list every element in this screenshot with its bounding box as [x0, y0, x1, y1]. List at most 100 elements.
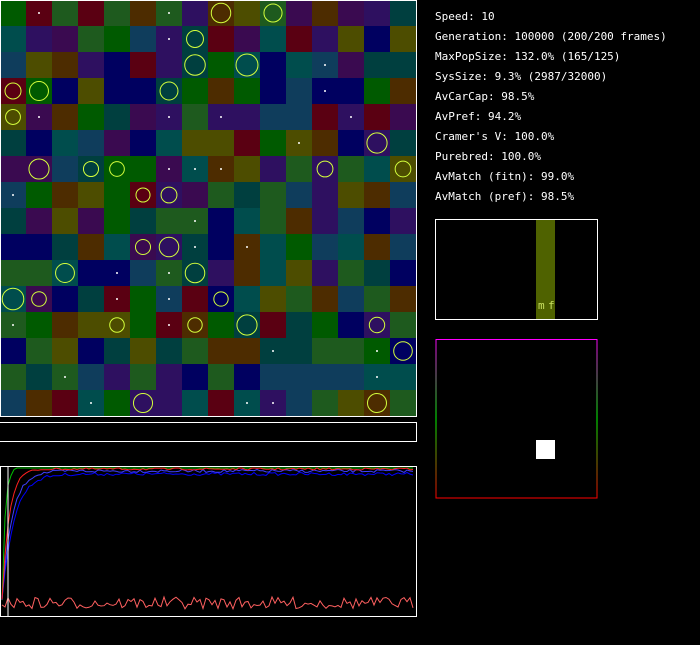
cell [130, 0, 156, 26]
agent [210, 2, 232, 24]
cell [26, 130, 52, 156]
cell [286, 78, 312, 104]
cell [338, 52, 364, 78]
stat-line: Cramer's V: 100.0% [435, 130, 555, 143]
cell [130, 312, 156, 338]
cell [130, 104, 156, 130]
cell [52, 26, 78, 52]
cell [0, 156, 26, 182]
cell [364, 312, 390, 338]
cell [338, 208, 364, 234]
agent-dot [220, 116, 222, 118]
cell [78, 130, 104, 156]
cell [0, 104, 26, 130]
agent [393, 341, 413, 361]
agent [236, 314, 258, 336]
agent [263, 3, 283, 23]
agent [5, 109, 21, 125]
cell [390, 364, 416, 390]
agent [29, 81, 49, 101]
cell [338, 312, 364, 338]
cell [390, 0, 416, 26]
agent [158, 236, 180, 258]
cell [78, 78, 104, 104]
cell [390, 260, 416, 286]
agent [159, 81, 179, 101]
agent-dot [116, 298, 118, 300]
cell [260, 312, 286, 338]
plot-line [1, 467, 414, 600]
cell [26, 208, 52, 234]
cell [364, 78, 390, 104]
cell [208, 182, 234, 208]
stat-line: SysSize: 9.3% (2987/32000) [435, 70, 607, 83]
cell [182, 52, 208, 78]
cell [234, 182, 260, 208]
cell [156, 208, 182, 234]
agent [394, 160, 412, 178]
agent-dot [324, 64, 326, 66]
cell [286, 234, 312, 260]
cell [104, 104, 130, 130]
stat-line: Speed: 10 [435, 10, 495, 23]
histogram-bar [536, 220, 555, 319]
cell [26, 234, 52, 260]
cell [156, 130, 182, 156]
cell [286, 182, 312, 208]
cell [156, 52, 182, 78]
cell [78, 312, 104, 338]
cell [338, 0, 364, 26]
cell [0, 130, 26, 156]
cell [130, 208, 156, 234]
cell [78, 364, 104, 390]
agent [184, 262, 206, 284]
cell [208, 260, 234, 286]
agent-dot [376, 376, 378, 378]
cell [364, 26, 390, 52]
cell [312, 260, 338, 286]
cell [338, 234, 364, 260]
agent-dot [168, 38, 170, 40]
stat-line: MaxPopSize: 132.0% (165/125) [435, 50, 620, 63]
cell [52, 390, 78, 416]
cell [52, 130, 78, 156]
stat-line: AvMatch (pref): 98.5% [435, 190, 574, 203]
stat-line: Purebred: 100.0% [435, 150, 541, 163]
cell [312, 390, 338, 416]
cell [26, 182, 52, 208]
cell [286, 104, 312, 130]
agent [367, 393, 387, 413]
agent [55, 263, 75, 283]
cell [234, 26, 260, 52]
stat-line: AvPref: 94.2% [435, 110, 521, 123]
cell [364, 52, 390, 78]
cell [130, 52, 156, 78]
agent [109, 161, 125, 177]
cell [234, 364, 260, 390]
cell [390, 208, 416, 234]
cell [390, 390, 416, 416]
cell [78, 234, 104, 260]
cell [52, 260, 78, 286]
cell [286, 208, 312, 234]
cell [78, 338, 104, 364]
cell [260, 234, 286, 260]
cell [104, 26, 130, 52]
cell [130, 156, 156, 182]
cell [52, 52, 78, 78]
agent-dot [12, 194, 14, 196]
agent-dot [298, 142, 300, 144]
grid-border [0, 0, 417, 417]
cell [312, 234, 338, 260]
cell [234, 78, 260, 104]
cell [130, 78, 156, 104]
cell [26, 260, 52, 286]
agent-dot [168, 12, 170, 14]
agent [28, 158, 50, 180]
agent [82, 160, 100, 178]
cell [0, 286, 26, 312]
agent-dot [246, 246, 248, 248]
cell [312, 0, 338, 26]
agent-dot [168, 298, 170, 300]
